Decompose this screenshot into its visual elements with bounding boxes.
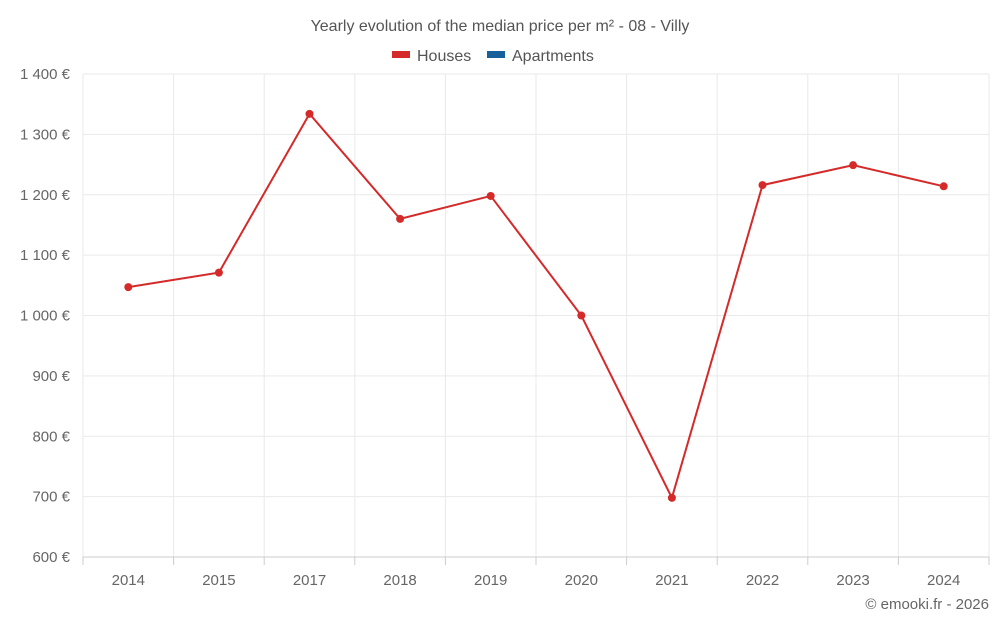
y-tick-label: 800 € xyxy=(32,428,70,445)
data-point[interactable] xyxy=(849,161,858,170)
x-tick-label: 2014 xyxy=(112,572,145,589)
data-point[interactable] xyxy=(396,214,405,223)
grid-lines xyxy=(82,73,990,557)
series-line xyxy=(128,112,944,501)
data-point[interactable] xyxy=(305,109,314,118)
legend[interactable]: Houses Apartments xyxy=(392,48,594,65)
data-point[interactable] xyxy=(214,268,223,277)
y-tick-label: 900 € xyxy=(32,368,70,385)
x-tick-label: 2015 xyxy=(202,572,235,589)
y-tick-label: 1 400 € xyxy=(20,66,71,83)
x-tick-label: 2022 xyxy=(746,572,779,589)
legend-label-houses[interactable]: Houses xyxy=(417,48,471,65)
data-point[interactable] xyxy=(486,191,495,200)
x-tick-label: 2018 xyxy=(383,572,416,589)
x-tick-label: 2023 xyxy=(836,572,869,589)
series-houses xyxy=(124,109,948,502)
data-point[interactable] xyxy=(667,493,676,502)
x-tick-label: 2017 xyxy=(293,572,326,589)
x-axis: 2014 2015 2017 2018 2019 2020 2021 2022 2023 2024 xyxy=(82,556,990,589)
x-tick-label: 2021 xyxy=(655,572,688,589)
credit-text: © emooki.fr - 2026 xyxy=(865,596,989,613)
x-tick-label: 2019 xyxy=(474,572,507,589)
data-point[interactable] xyxy=(124,283,133,292)
data-point[interactable] xyxy=(939,182,948,191)
x-tick-label: 2024 xyxy=(927,572,960,589)
legend-swatch-houses xyxy=(392,51,410,58)
chart-title: Yearly evolution of the median price per… xyxy=(311,18,690,35)
x-tick-label: 2020 xyxy=(565,572,598,589)
data-point[interactable] xyxy=(758,181,767,190)
y-tick-label: 600 € xyxy=(32,549,70,566)
y-tick-label: 1 200 € xyxy=(20,187,71,204)
y-tick-label: 1 300 € xyxy=(20,126,71,143)
legend-swatch-apartments xyxy=(487,51,505,58)
y-tick-label: 1 000 € xyxy=(20,308,71,325)
y-tick-label: 1 100 € xyxy=(20,247,71,264)
y-axis: 600 € 700 € 800 € 900 € 1 000 € 1 100 € 1 200 … xyxy=(20,66,71,566)
y-tick-label: 700 € xyxy=(32,489,70,506)
data-point[interactable] xyxy=(577,311,586,320)
legend-label-apartments[interactable]: Apartments xyxy=(512,48,594,65)
